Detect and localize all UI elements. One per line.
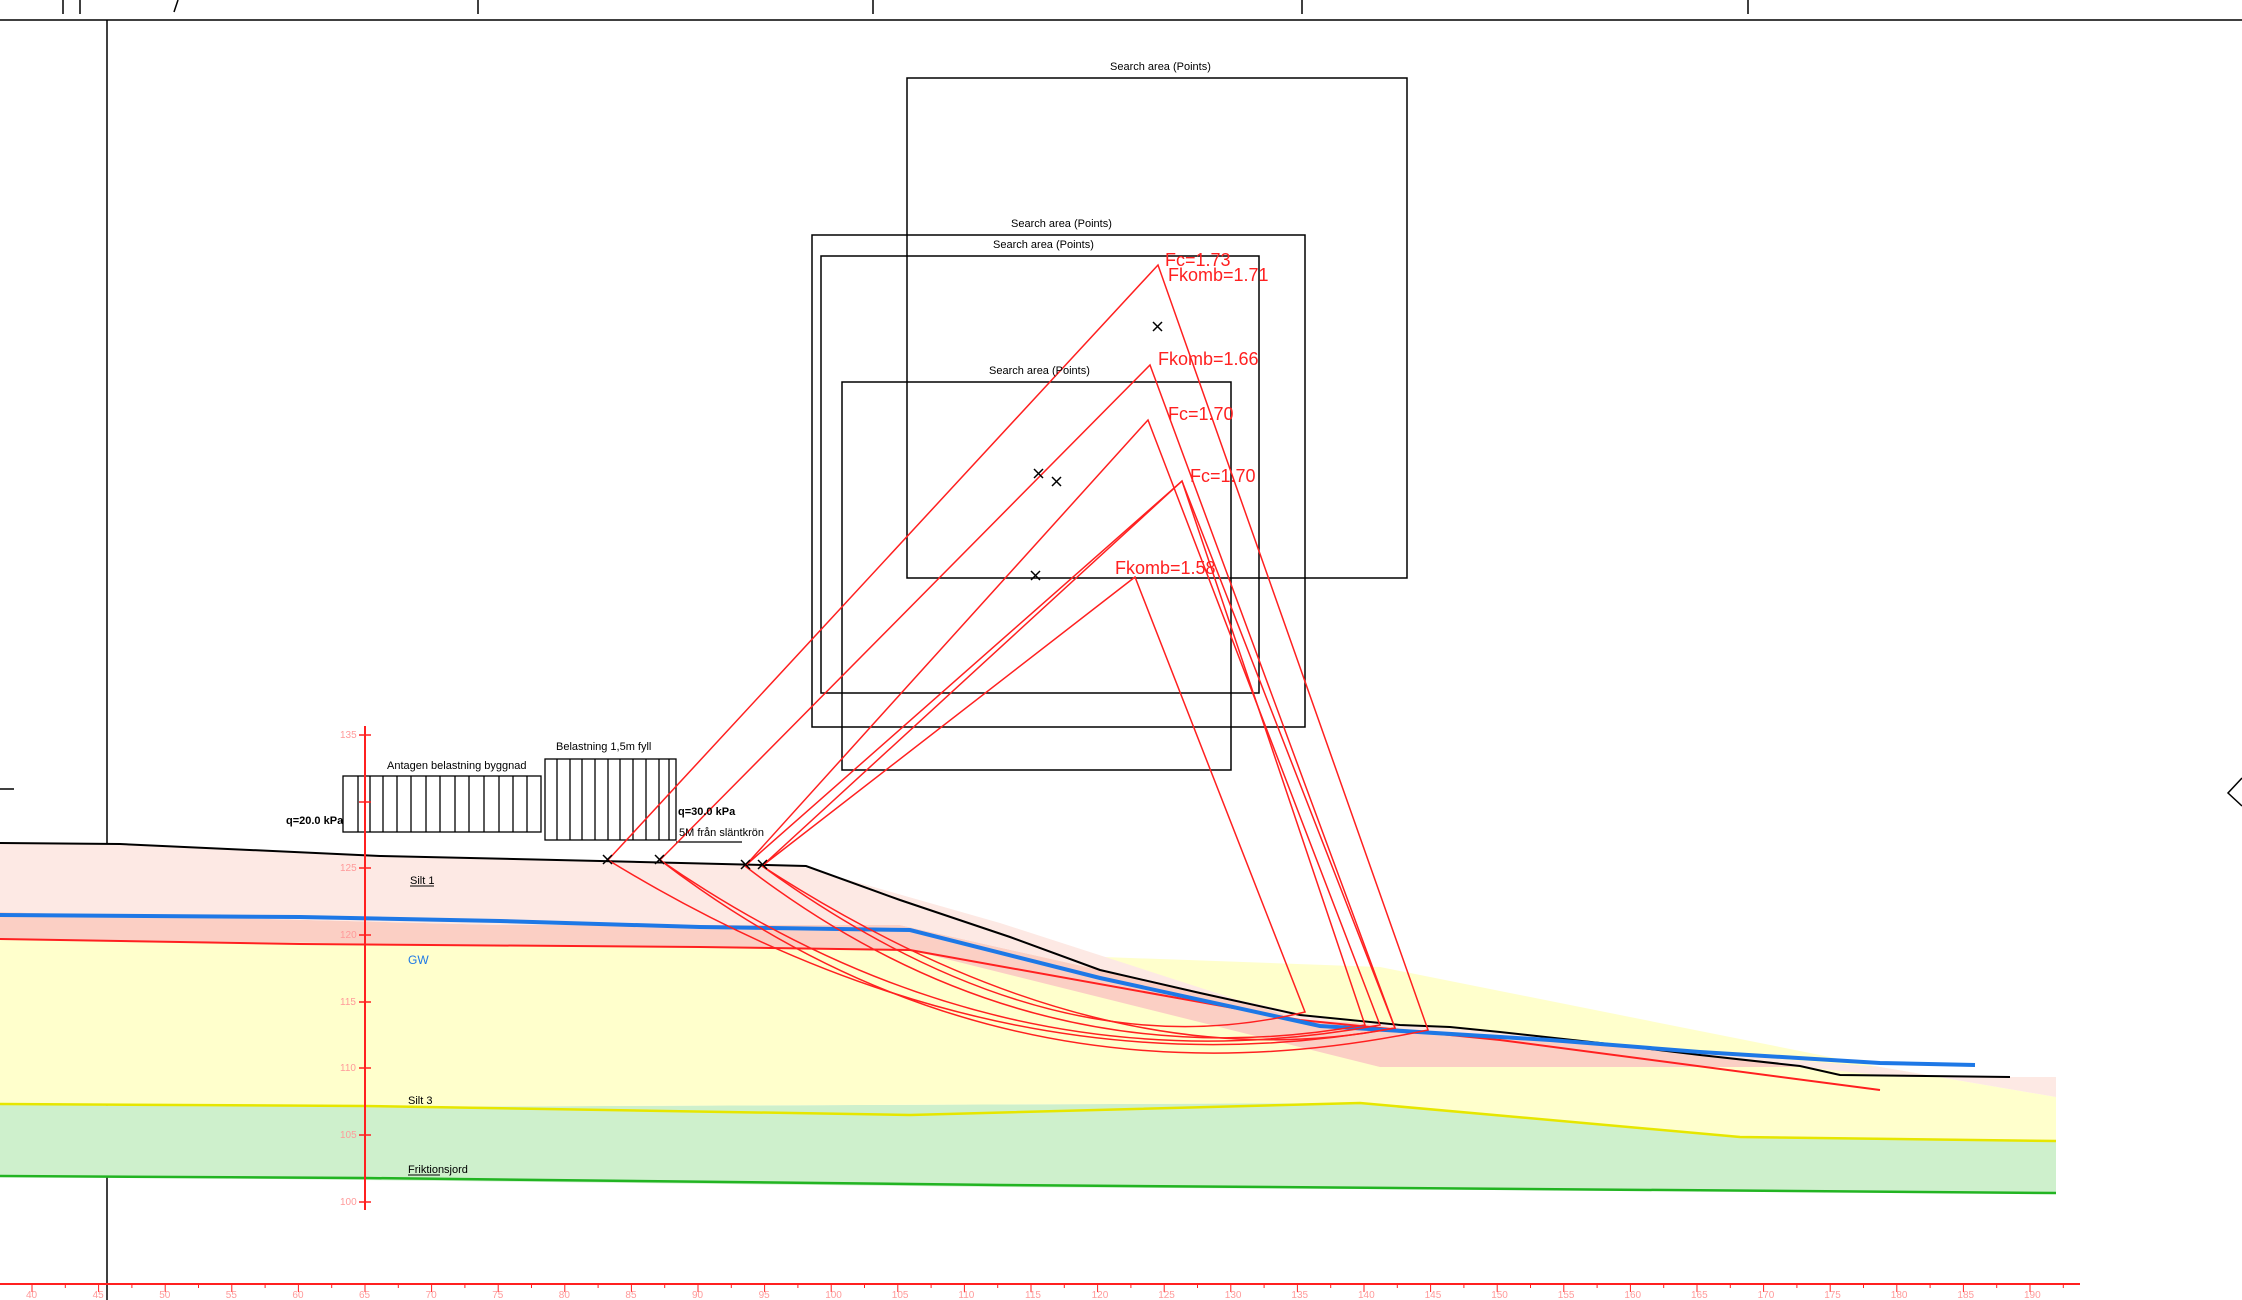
distance-tick-label: 125 <box>1158 1290 1175 1300</box>
distance-tick-label: 165 <box>1691 1290 1708 1300</box>
silt3-layer <box>0 939 2056 1141</box>
distance-tick-label: 120 <box>1092 1290 1109 1300</box>
fill-load-offset: 5M från släntkrön <box>679 827 764 839</box>
soil-labels: Silt 1 GW Silt 3 Friktionsjord <box>408 875 468 1176</box>
distance-tick-label: 115 <box>1025 1290 1041 1300</box>
distance-tick-label: 45 <box>93 1290 105 1300</box>
safety-factor-label: Fkomb=1.71 <box>1168 265 1269 285</box>
safety-factor-label: Fc=1.73 <box>1165 250 1231 270</box>
elevation-tick-label: 110 <box>340 1063 356 1074</box>
search-area-box <box>820 255 1260 694</box>
elevation-tick-label: 125 <box>340 863 357 874</box>
centre-markers <box>602 321 1163 870</box>
building-load-value: q=20.0 kPa <box>286 815 344 827</box>
fill-load-title: Belastning 1,5m fyll <box>556 741 651 753</box>
elevation-tick-label: 135 <box>340 730 357 741</box>
distance-tick-label: 85 <box>625 1290 637 1300</box>
elevation-tick-label: 115 <box>340 997 356 1008</box>
slip-surface <box>659 418 1382 1042</box>
distance-tick-label: 190 <box>2024 1290 2041 1300</box>
search-area-box <box>811 234 1306 728</box>
building-load-title: Antagen belastning byggnad <box>387 760 526 772</box>
ground-surface-line <box>0 842 2011 1078</box>
groundwater-label: GW <box>408 953 429 967</box>
distance-tick-label: 75 <box>492 1290 504 1300</box>
distance-tick-label: 110 <box>958 1290 974 1300</box>
distance-tick-label: 175 <box>1824 1290 1841 1300</box>
friction-soil-layer <box>0 1103 2056 1193</box>
distance-tick-label: 70 <box>426 1290 438 1300</box>
safety-factor-label: Fkomb=1.58 <box>1115 558 1216 578</box>
search-area-labels: Search area (Points) Search area (Points… <box>989 61 1211 377</box>
safety-factor-label: Fkomb=1.66 <box>1158 349 1259 369</box>
distance-tick-label: 150 <box>1491 1290 1508 1300</box>
distance-tick-label: 180 <box>1891 1290 1908 1300</box>
safety-factor-labels: Fc=1.73 Fkomb=1.71 Fkomb=1.66 Fc=1.70 Fc… <box>1115 250 1269 578</box>
fill-load <box>544 758 742 843</box>
distance-ruler: 40 45 50 55 60 65 70 75 80 85 90 95 100 105 110 115 120 1… <box>0 1283 2080 1300</box>
distance-tick-label: 40 <box>26 1290 38 1300</box>
search-area-label: Search area (Points) <box>1110 61 1211 73</box>
friction-soil-boundary <box>0 1174 2057 1195</box>
distance-tick-label: 130 <box>1225 1290 1242 1300</box>
distance-tick-label: 60 <box>292 1290 304 1300</box>
distance-tick-label: 90 <box>692 1290 704 1300</box>
friction-soil-label: Friktionsjord <box>408 1164 468 1176</box>
silt3-boundary <box>0 1101 2057 1143</box>
distance-tick-label: 155 <box>1558 1290 1575 1300</box>
distance-tick-label: 80 <box>559 1290 571 1300</box>
groundwater-line <box>0 913 1976 1067</box>
distance-tick-label: 185 <box>1957 1290 1974 1300</box>
silt3-label: Silt 3 <box>408 1095 432 1107</box>
distance-tick-label: 140 <box>1358 1290 1375 1300</box>
search-area-box <box>906 77 1408 579</box>
distance-tick-label: 65 <box>359 1290 371 1300</box>
distance-tick-label: 135 <box>1291 1290 1308 1300</box>
elevation-ruler: 135 125 120 115 110 105 100 <box>340 726 371 1210</box>
distance-tick-label: 95 <box>759 1290 771 1300</box>
distance-tick-label: 145 <box>1425 1290 1442 1300</box>
elevation-tick-label: 105 <box>340 1130 357 1141</box>
distance-tick-label: 100 <box>825 1290 842 1300</box>
search-area-label: Search area (Points) <box>989 365 1090 377</box>
slip-surfaces <box>607 263 1429 1054</box>
silt1-label: Silt 1 <box>410 875 434 887</box>
distance-tick-label: 105 <box>892 1290 909 1300</box>
search-area-box <box>841 381 1232 771</box>
slip-surface <box>761 575 1307 1028</box>
elevation-tick-label: 120 <box>340 930 357 941</box>
distance-tick-label: 160 <box>1624 1290 1641 1300</box>
search-area-label: Search area (Points) <box>1011 218 1112 230</box>
distance-tick-label: 170 <box>1758 1290 1775 1300</box>
load-labels: Antagen belastning byggnad q=20.0 kPa Be… <box>286 741 764 839</box>
slip-surface <box>744 479 1366 1039</box>
distance-tick-label: 55 <box>226 1290 238 1300</box>
search-area-label: Search area (Points) <box>993 239 1094 251</box>
fill-load-value: q=30.0 kPa <box>678 806 736 818</box>
search-areas <box>811 77 1408 771</box>
silt1-layer <box>0 912 1880 1067</box>
elevation-tick-label: 100 <box>340 1197 357 1208</box>
safety-factor-label: Fc=1.70 <box>1168 404 1234 424</box>
distance-tick-label: 50 <box>159 1290 171 1300</box>
soil-layers <box>0 843 2056 1193</box>
slip-surface <box>607 263 1429 1054</box>
safety-factor-label: Fc=1.70 <box>1190 466 1256 486</box>
surface-soil-layer <box>0 843 2056 1097</box>
building-load <box>342 775 542 833</box>
